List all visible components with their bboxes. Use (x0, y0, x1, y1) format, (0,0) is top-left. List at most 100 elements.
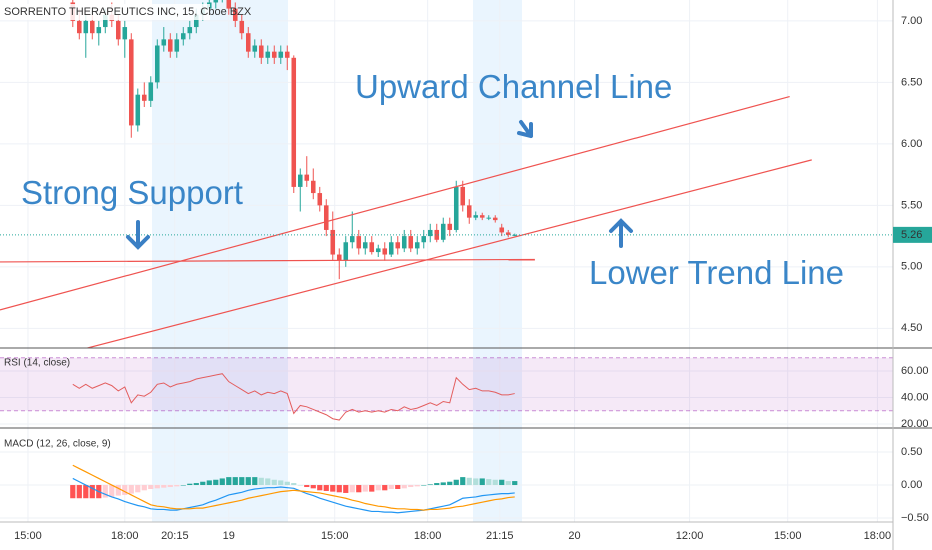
histogram-bar (135, 485, 141, 493)
histogram-bar (460, 477, 466, 486)
y-tick-label: 20.00 (901, 418, 929, 430)
histogram-bar (343, 485, 349, 493)
candle-body (388, 242, 394, 255)
candle-body (122, 27, 128, 40)
candle-body (505, 232, 511, 235)
candle-body (479, 215, 485, 218)
histogram-bar (258, 477, 264, 486)
candle-body (155, 45, 160, 83)
candle-body (129, 39, 134, 126)
candle-body (239, 20, 245, 34)
candle-body (284, 51, 290, 58)
last-price-tag (893, 226, 932, 243)
histogram-bar (89, 485, 95, 499)
candle-body (486, 217, 492, 219)
indicator-line (72, 477, 515, 514)
candle-body (194, 14, 199, 28)
candle-body (135, 94, 141, 126)
rsi-band (0, 357, 893, 411)
histogram-bar (219, 478, 225, 486)
histogram-bar (252, 477, 258, 486)
histogram-bar (330, 485, 336, 492)
candle-body (453, 186, 459, 230)
candle-body (90, 20, 95, 34)
histogram-bar (174, 485, 180, 487)
x-tick-label: 18:00 (111, 530, 139, 542)
histogram-bar (505, 481, 511, 486)
candle-body (213, 0, 219, 3)
histogram-bar (200, 481, 206, 486)
x-tick-label: 21:15 (486, 530, 514, 542)
y-tick-label: 40.00 (901, 391, 929, 403)
histogram-bar (434, 483, 440, 486)
histogram-bar (226, 477, 232, 486)
histogram-bar (447, 481, 453, 486)
histogram-bar (122, 485, 128, 495)
candle-body (349, 236, 355, 243)
candle-body (252, 45, 258, 52)
histogram-bar (161, 485, 167, 488)
candle-body (187, 27, 193, 34)
session-highlight (473, 0, 522, 522)
histogram-bar (486, 479, 492, 486)
histogram-bar (109, 485, 115, 497)
histogram-bar (317, 485, 323, 491)
macd (70, 464, 518, 514)
candle-body (245, 33, 251, 52)
trend-line (0, 258, 535, 263)
indicator-line (72, 464, 515, 511)
candle-body (473, 215, 479, 218)
candle-body (440, 223, 446, 240)
histogram-bar (271, 479, 277, 486)
histogram-bar (304, 485, 310, 488)
histogram-bar (76, 485, 82, 499)
candle-body (401, 236, 407, 249)
candle-body (83, 20, 89, 34)
annotation: Strong Support (21, 174, 243, 211)
candle-body (271, 51, 277, 58)
histogram-bar (473, 478, 479, 486)
histogram-bar (128, 485, 134, 494)
candle-body (362, 242, 368, 249)
y-tick-label: 6.50 (901, 76, 922, 88)
candle-body (369, 242, 375, 253)
candle-body (395, 242, 401, 249)
candle-body (174, 39, 180, 52)
histogram-bar (388, 485, 394, 489)
histogram-bar (148, 485, 154, 489)
x-tick-label: 20 (568, 530, 580, 542)
candle-body (512, 234, 518, 236)
histogram-bar (297, 485, 303, 486)
histogram-bar (278, 480, 284, 486)
histogram-bar (213, 479, 219, 486)
candle-body (414, 242, 420, 249)
histogram-bar (70, 485, 76, 499)
chart-title: SORRENTO THERAPEUTICS INC, 15, Cboe BZX (4, 6, 252, 18)
histogram-bar (102, 485, 108, 498)
y-tick-label: −0.50 (901, 512, 929, 524)
x-tick-label: 15:00 (14, 530, 42, 542)
candle-body (434, 229, 440, 240)
histogram-bar (193, 483, 199, 486)
trend-line (0, 95, 790, 311)
rsi (0, 357, 893, 421)
candle-body (103, 14, 108, 28)
candle-body (330, 229, 336, 255)
histogram-bar (362, 485, 368, 492)
arrow (609, 218, 633, 248)
y-tick-label: 0.00 (901, 479, 922, 491)
candle-body (142, 94, 147, 101)
x-tick-label: 18:00 (864, 530, 892, 542)
histogram-bar (421, 485, 427, 486)
histogram-bar (141, 485, 147, 491)
histogram-bar (83, 485, 89, 499)
y-tick-label: 0.50 (901, 446, 922, 458)
histogram-bar (245, 477, 251, 486)
histogram-bar (512, 481, 518, 486)
candle-body (297, 174, 303, 187)
candle-body (499, 227, 505, 233)
histogram-bar (395, 485, 401, 489)
